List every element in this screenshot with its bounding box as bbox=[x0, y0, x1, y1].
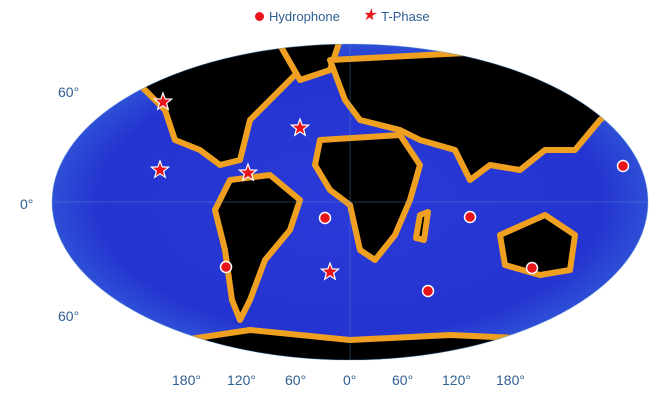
hydrophone-marker bbox=[463, 210, 477, 224]
hydrophone-marker bbox=[421, 284, 435, 298]
lat-label-60n: 60° bbox=[58, 84, 80, 100]
hydrophone-marker bbox=[219, 260, 233, 274]
lon-label: 120° bbox=[442, 372, 471, 388]
circle-marker-icon bbox=[255, 11, 264, 21]
hydrophone-marker bbox=[616, 159, 630, 173]
legend-hydrophone: Hydrophone bbox=[255, 8, 340, 24]
legend-tphase: ★ T-Phase bbox=[361, 7, 430, 24]
landmasses bbox=[117, 44, 643, 360]
hydrophone-marker bbox=[318, 211, 332, 225]
lat-label-0: 0° bbox=[20, 196, 34, 212]
tphase-marker bbox=[237, 162, 259, 182]
lon-label: 120° bbox=[227, 372, 256, 388]
lat-label-60s: 60° bbox=[58, 308, 80, 324]
lon-label: 60° bbox=[285, 372, 307, 388]
hydrophone-marker bbox=[525, 261, 539, 275]
graticule bbox=[51, 43, 649, 361]
tphase-marker bbox=[289, 117, 311, 137]
lon-label: 0° bbox=[343, 372, 357, 388]
tphase-marker bbox=[319, 261, 341, 281]
markers bbox=[149, 91, 630, 298]
legend: Hydrophone ★ T-Phase bbox=[255, 8, 430, 24]
star-marker-icon: ★ bbox=[361, 7, 377, 24]
tphase-marker bbox=[152, 91, 174, 111]
lon-label: 180° bbox=[172, 372, 201, 388]
tphase-marker bbox=[149, 159, 171, 179]
lon-label: 180° bbox=[496, 372, 525, 388]
lon-label: 60° bbox=[392, 372, 414, 388]
